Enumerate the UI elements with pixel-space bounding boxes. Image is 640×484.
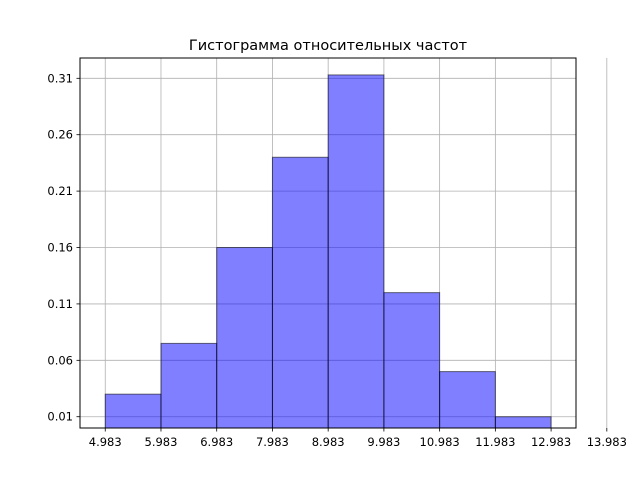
x-tick-label: 7.983 [256,435,289,449]
histogram-bar [383,292,441,429]
histogram-bar [104,393,162,429]
chart-title: Гистограмма относительных частот [189,38,468,54]
y-tick-label: 0.06 [47,353,73,367]
histogram-bar [494,416,552,429]
y-axis-ticks: 0.01 0.06 0.11 0.16 0.21 0.26 0.31 [47,71,80,424]
y-tick-label: 0.21 [47,184,73,198]
histogram-bar [271,156,329,429]
x-tick-label: 4.983 [89,435,122,449]
histogram-bar [327,74,385,429]
bars [104,74,552,429]
x-tick-label: 9.983 [367,435,400,449]
y-tick-label: 0.31 [47,71,73,85]
x-tick-label: 10.983 [420,435,460,449]
x-tick-label: 5.983 [145,435,178,449]
y-tick-label: 0.16 [47,241,73,255]
y-tick-label: 0.26 [47,128,73,142]
x-tick-label: 12.983 [531,435,571,449]
x-tick-label: 11.983 [475,435,515,449]
y-tick-label: 0.01 [47,410,73,424]
x-tick-label: 13.983 [587,435,627,449]
histogram-bar [439,371,496,429]
x-tick-label: 6.983 [200,435,233,449]
histogram-bar [216,247,273,429]
x-tick-label: 8.983 [312,435,345,449]
x-axis-ticks: 4.983 5.983 6.983 7.983 8.983 9.983 10.983 11.9… [89,428,627,449]
histogram-bar [160,342,218,429]
y-tick-label: 0.11 [47,297,73,311]
